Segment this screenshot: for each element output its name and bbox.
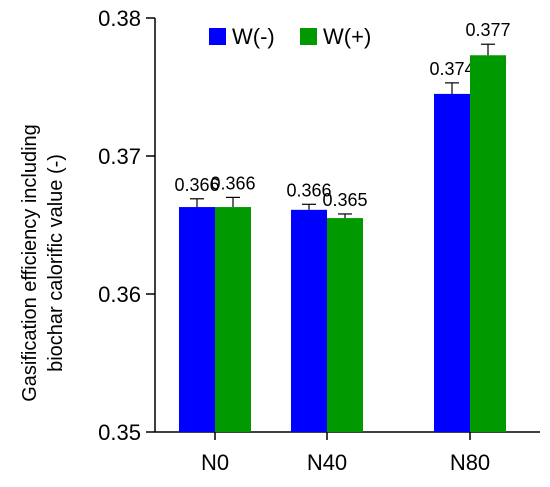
bar-w-minus-n40 — [291, 209, 327, 432]
data-label: 0.366 — [210, 173, 255, 193]
bar-w-plus-n0 — [215, 207, 251, 432]
data-label: 0.366 — [286, 180, 331, 200]
data-label: 0.377 — [465, 20, 510, 40]
x-tick-label: N0 — [201, 450, 229, 475]
y-axis-label: Gasification efficiency including biocha… — [19, 124, 67, 402]
y-axis-label-line2: biochar calorific value (-) — [45, 154, 67, 372]
legend-swatch — [209, 28, 226, 45]
y-tick-label: 0.37 — [98, 144, 141, 169]
bar-w-minus-n80 — [434, 93, 470, 433]
legend-swatch — [300, 28, 317, 45]
data-label: 0.366 — [174, 175, 219, 195]
plot-area: 0.350.360.370.380.3660.366N00.3660.365N4… — [98, 6, 540, 475]
y-tick-label: 0.36 — [98, 282, 141, 307]
x-tick-label: N80 — [450, 450, 490, 475]
data-label: 0.365 — [322, 190, 367, 210]
bar-w-plus-n40 — [327, 218, 363, 432]
data-label: 0.374 — [429, 59, 474, 79]
bar-w-plus-n80 — [470, 55, 506, 432]
x-tick-label: N40 — [307, 450, 347, 475]
y-axis-label-line1: Gasification efficiency including — [19, 124, 41, 402]
legend-label: W(-) — [232, 24, 275, 49]
legend: W(-) W(+) — [209, 24, 371, 49]
bar-w-minus-n0 — [179, 207, 215, 432]
y-tick-label: 0.35 — [98, 420, 141, 445]
y-tick-label: 0.38 — [98, 6, 141, 31]
legend-label: W(+) — [323, 24, 371, 49]
